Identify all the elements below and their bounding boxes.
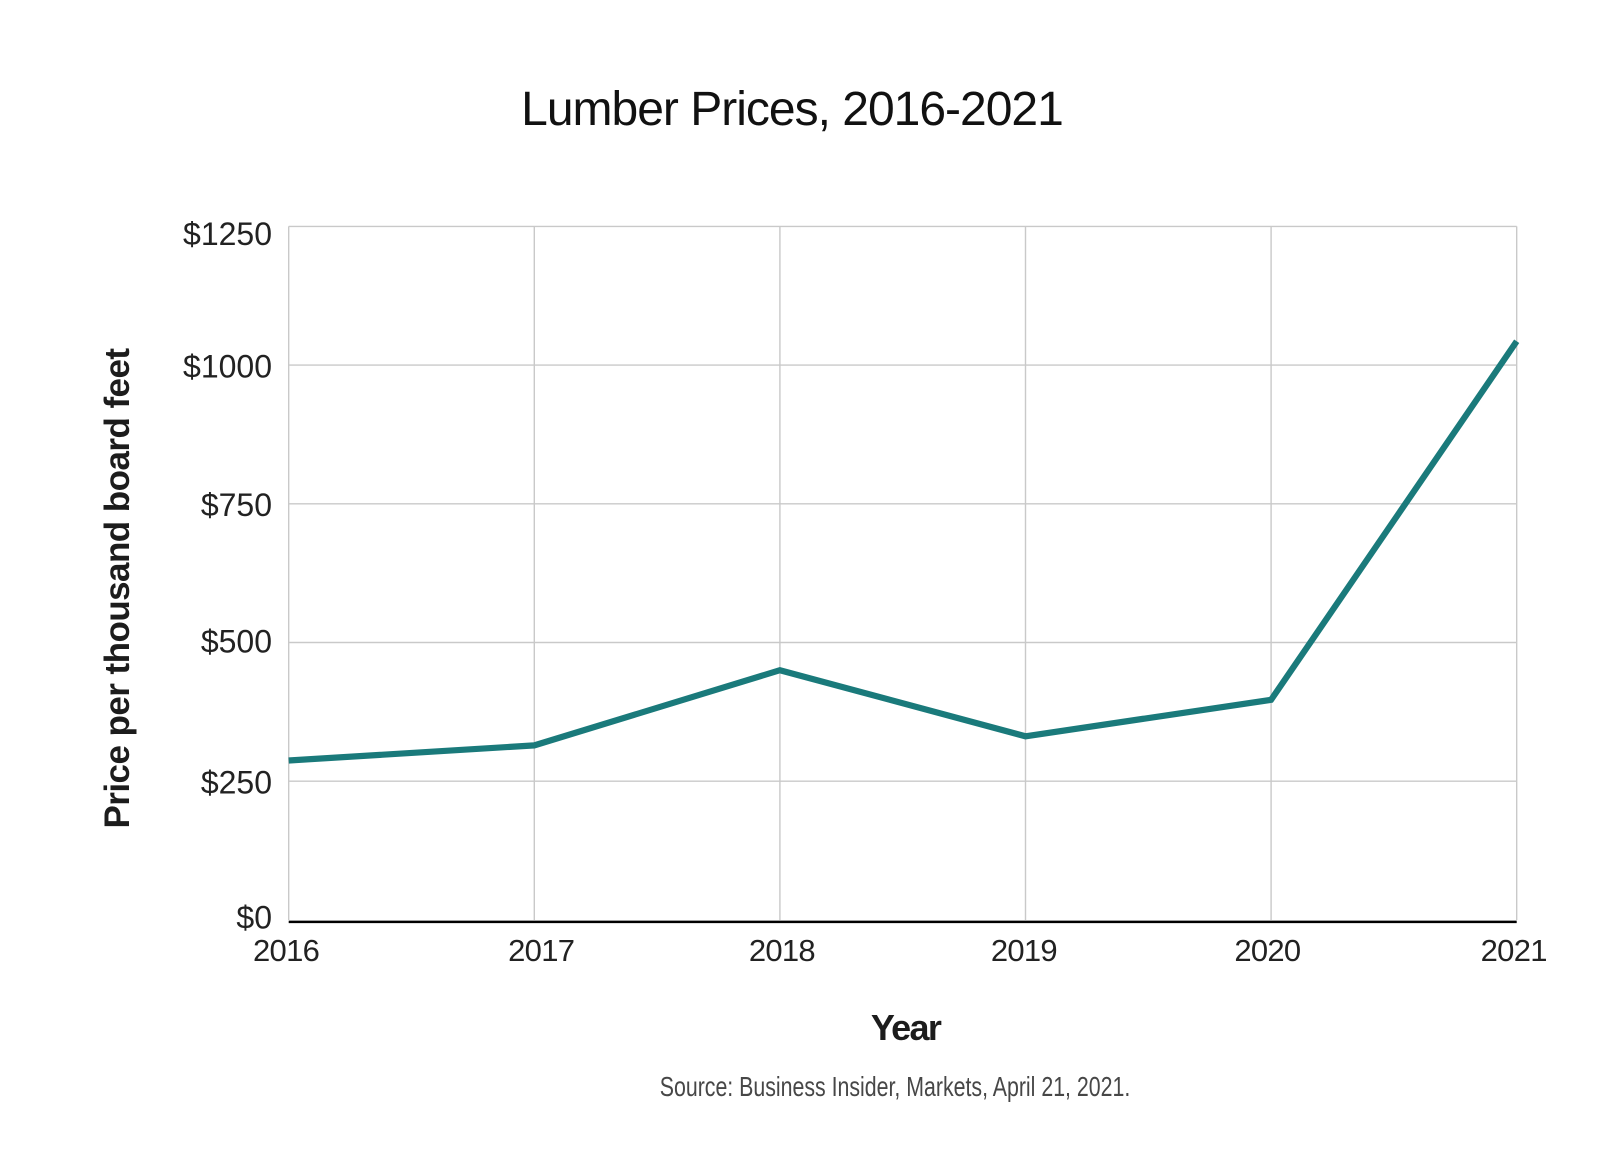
svg-text:$0: $0 xyxy=(236,900,272,936)
svg-text:$1000: $1000 xyxy=(183,348,272,384)
svg-text:2016: 2016 xyxy=(253,933,319,968)
svg-text:2017: 2017 xyxy=(508,933,574,968)
svg-text:Lumber Prices, 2016-2021: Lumber Prices, 2016-2021 xyxy=(521,83,1063,136)
svg-text:Source: Business Insider, Mark: Source: Business Insider, Markets, April… xyxy=(660,1071,1131,1102)
svg-text:$500: $500 xyxy=(201,624,272,660)
svg-text:2020: 2020 xyxy=(1234,933,1301,968)
svg-text:Year: Year xyxy=(871,1007,942,1048)
svg-text:2018: 2018 xyxy=(749,933,815,968)
svg-text:$1250: $1250 xyxy=(183,216,272,252)
svg-text:2019: 2019 xyxy=(991,933,1057,968)
svg-text:2021: 2021 xyxy=(1481,933,1547,968)
svg-text:$250: $250 xyxy=(201,764,272,800)
svg-text:Price per thousand board feet: Price per thousand board feet xyxy=(98,348,137,829)
svg-text:$750: $750 xyxy=(201,487,272,523)
